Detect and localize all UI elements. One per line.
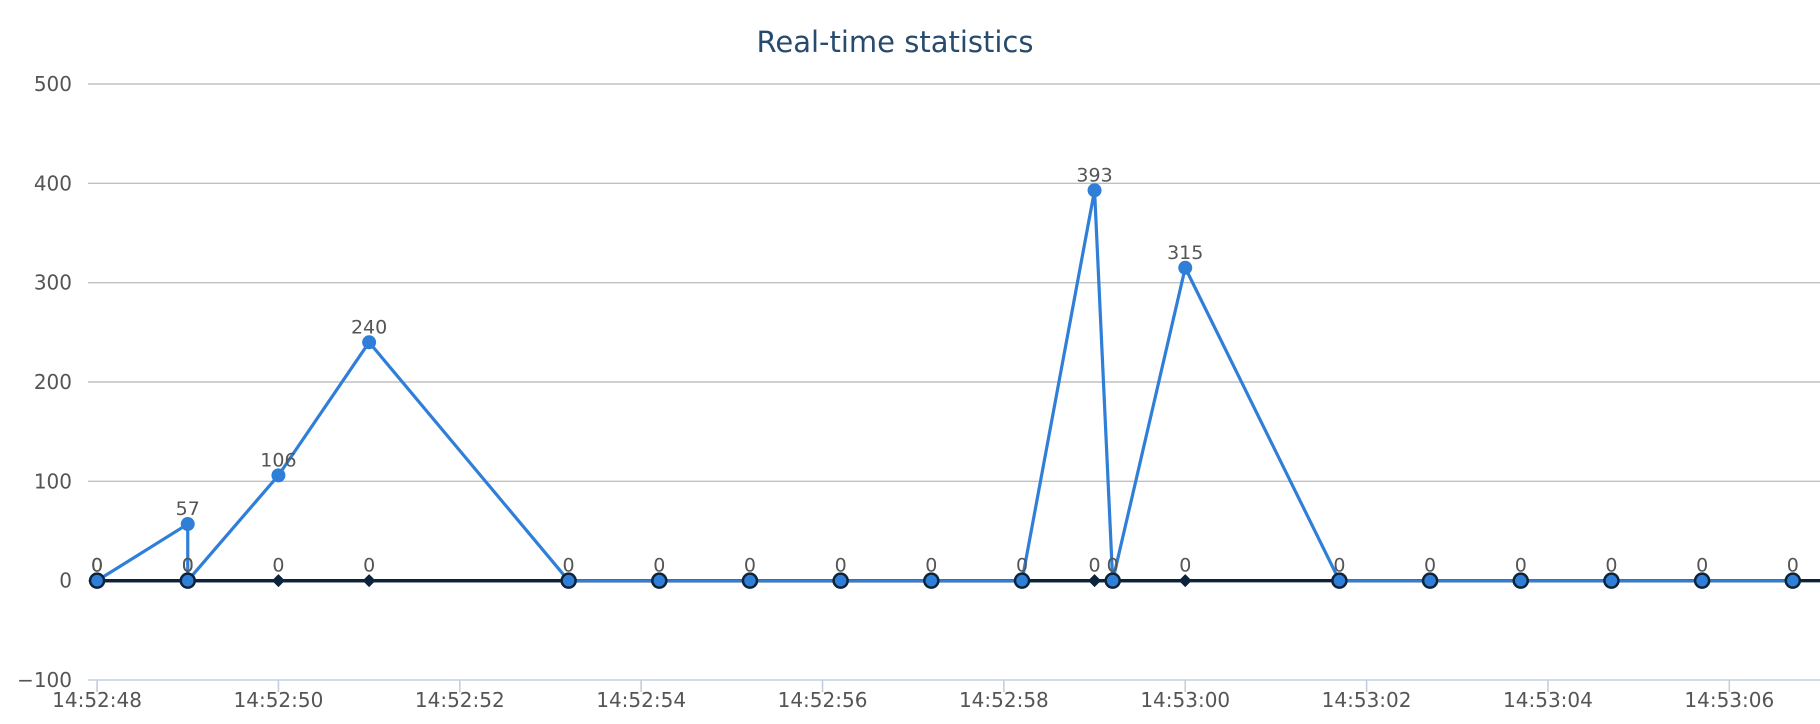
data-label: 393 [1076,164,1112,186]
x-tick-label: 14:52:48 [52,688,142,712]
x-tick-label: 14:52:54 [596,688,686,712]
series-1-point [1512,572,1530,589]
x-tick-label: 14:53:00 [1140,688,1230,712]
series-1-line [96,188,1793,583]
data-label: 315 [1167,242,1203,264]
series-group [88,183,1820,589]
series-1-point [1603,572,1620,589]
series-1-point [1693,572,1711,589]
series-1-point [179,572,196,589]
y-tick-label: 0 [59,569,72,593]
data-label: 0 [744,555,756,577]
series-1-point [180,517,195,532]
data-label: 0 [1333,555,1345,577]
series-1-point [362,335,377,350]
data-label: 240 [351,316,387,338]
y-tick-label: 500 [34,72,72,96]
series-1-point [1178,260,1193,275]
y-tick-label: 300 [34,271,72,295]
series-1-point [1104,572,1121,589]
series-1-point [1421,572,1439,589]
x-axis: 14:52:48 14:52:50 14:52:52 14:52:54 14:52:56… [52,679,1820,712]
series-2-point [1088,574,1102,588]
data-label: 0 [653,555,665,577]
data-label: 0 [272,555,284,577]
x-tick-label: 14:52:58 [959,688,1049,712]
x-tick-label: 14:52:56 [778,688,868,712]
series-1-point [88,572,106,589]
data-label: 0 [925,555,937,577]
data-label: 0 [563,555,575,577]
y-axis-ticks: −100 0 100 200 300 400 500 [17,72,72,692]
x-tick-label: 14:53:02 [1322,688,1412,712]
data-label: 0 [1179,555,1191,577]
data-label: 0 [91,555,103,577]
series-1-point [832,572,849,589]
data-label: 0 [1089,555,1101,577]
data-label: 106 [260,449,296,471]
data-label: 0 [363,555,375,577]
series-1-point [271,468,286,483]
series-1-point [741,572,759,589]
data-label: 0 [1424,555,1436,577]
series-1-point [923,572,940,589]
data-label: 57 [176,498,200,520]
series-2-point [1178,574,1192,588]
chart-title: Real-time statistics [757,25,1034,59]
data-label: 0 [182,555,194,577]
series-1-point [560,572,577,589]
y-tick-label: 100 [34,469,72,493]
data-label: 0 [182,555,194,577]
data-label: 0 [1515,555,1527,577]
data-label: 0 [1787,555,1799,577]
x-tick-label: 14:52:52 [415,688,505,712]
series-1-point [1331,572,1348,589]
series-2-point [362,574,376,588]
y-tick-label: 200 [34,370,72,394]
data-label: 0 [1605,555,1617,577]
y-tick-label: 400 [34,171,72,195]
x-tick-label: 14:53:06 [1684,688,1774,712]
data-label: 0 [1107,555,1119,577]
y-tick-label: −100 [17,668,72,692]
series-1-point [1784,572,1802,589]
data-label: 0 [1696,555,1708,577]
series-1-point [1087,183,1102,198]
series-1-point [1013,572,1031,589]
series-1-point [651,572,668,589]
data-label: 0 [91,555,103,577]
data-label: 0 [1016,555,1028,577]
x-tick-label: 14:53:04 [1503,688,1593,712]
data-label: 0 [835,555,847,577]
series-2-point [271,574,285,588]
x-tick-label: 14:52:50 [234,688,324,712]
gridlines [88,83,1820,582]
